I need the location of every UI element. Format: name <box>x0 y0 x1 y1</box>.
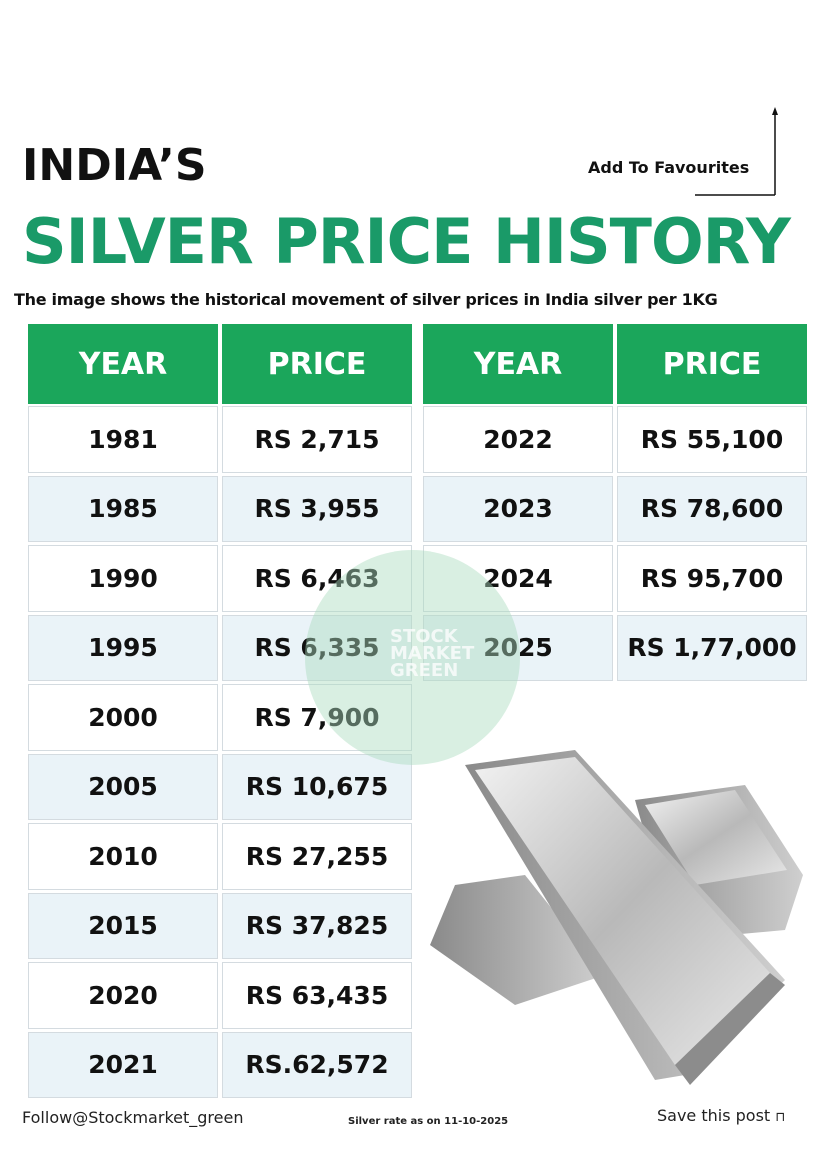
favourite-arrow <box>695 107 778 196</box>
price-cell: RS 6,463 <box>222 545 412 612</box>
price-cell: RS 3,955 <box>222 475 412 542</box>
price-cell: RS 10,675 <box>222 753 412 820</box>
silver-bars <box>430 750 803 1085</box>
price-cell: RS 37,825 <box>222 892 412 959</box>
rate-note: Silver rate as on 11-10-2025 <box>348 1116 509 1127</box>
favourite-button[interactable]: Add To Favourites <box>588 158 750 177</box>
watermark-line: MARKET <box>390 643 475 664</box>
watermark-circle <box>305 550 520 765</box>
year-cell: 2015 <box>28 892 218 959</box>
price-cell: RS 27,255 <box>222 823 412 890</box>
year-cell: 2021 <box>28 1031 218 1098</box>
follow-handle[interactable]: Follow@Stockmarket_green <box>22 1108 244 1127</box>
year-cell: 2000 <box>28 684 218 751</box>
year-cell: 2024 <box>423 545 613 612</box>
title: INDIA’S <box>22 140 207 191</box>
year-cell: 2022 <box>423 406 613 473</box>
price-cell: RS 63,435 <box>222 962 412 1029</box>
year-cell: 2020 <box>28 962 218 1029</box>
watermark: STOCK MARKET GREEN <box>390 626 475 681</box>
price-cell: RS 7,900 <box>222 684 412 751</box>
bookmark-icon: ⊓ <box>775 1110 786 1125</box>
save-label: Save this post <box>657 1106 771 1125</box>
year-cell: 2010 <box>28 823 218 890</box>
save-button[interactable]: Save this post ⊓ <box>657 1106 785 1125</box>
headline: SILVER PRICE HISTORY <box>22 205 791 278</box>
subtitle: The image shows the historical movement … <box>14 290 718 309</box>
year-cell: 2025 <box>423 614 613 681</box>
price-cell: RS 1,77,000 <box>617 614 807 681</box>
column-header: PRICE <box>222 324 412 404</box>
price-cell: RS 78,600 <box>617 475 807 542</box>
watermark-line: GREEN <box>390 660 459 681</box>
year-cell: 2023 <box>423 475 613 542</box>
column-header: YEAR <box>28 324 218 404</box>
price-cell: RS 2,715 <box>222 406 412 473</box>
year-cell: 2005 <box>28 753 218 820</box>
price-cell: RS 6,335 <box>222 614 412 681</box>
year-cell: 1995 <box>28 614 218 681</box>
year-cell: 1990 <box>28 545 218 612</box>
column-header: YEAR <box>423 324 613 404</box>
price-cell: RS.62,572 <box>222 1031 412 1098</box>
price-cell: RS 95,700 <box>617 545 807 612</box>
watermark-line: STOCK <box>390 626 458 647</box>
year-cell: 1981 <box>28 406 218 473</box>
column-header: PRICE <box>617 324 807 404</box>
year-cell: 1985 <box>28 475 218 542</box>
price-cell: RS 55,100 <box>617 406 807 473</box>
